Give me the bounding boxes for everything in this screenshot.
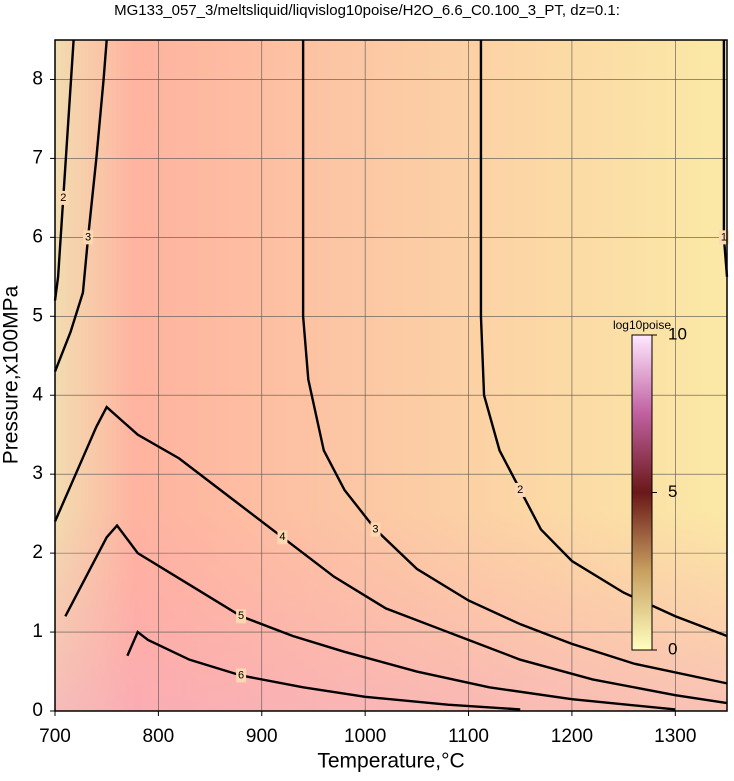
y-tick-label: 2 (32, 542, 43, 563)
contour-label-bg (58, 190, 69, 205)
contour-label: 4 (279, 531, 285, 543)
colorbar-tick-label: 0 (668, 639, 677, 658)
contour-label: 1 (721, 231, 727, 243)
chart-title: MG133_057_3/meltsliquid/liqvislog10poise… (114, 2, 620, 19)
plot-frame (54, 39, 728, 712)
x-tick-label: 800 (143, 726, 175, 747)
y-axis-label: Pressure,x100MPa (0, 285, 23, 464)
contour-line (722, 40, 729, 277)
x-tick-label: 1200 (551, 726, 593, 747)
contour-label-bg (236, 609, 247, 624)
contour-label: 5 (238, 610, 244, 622)
y-tick-label: 0 (32, 700, 43, 721)
y-tick-label: 4 (32, 384, 43, 405)
y-tick-label: 7 (32, 147, 43, 168)
y-tick-label: 6 (32, 226, 43, 247)
x-tick-label: 1300 (654, 726, 696, 747)
contour-label-bg (515, 482, 526, 497)
contour-label-bg (83, 230, 94, 245)
plot-shade (55, 40, 727, 711)
contour-label: 3 (85, 231, 91, 243)
contour-label: 2 (60, 192, 66, 204)
contour-label-bg (718, 230, 729, 245)
x-tick-label: 700 (39, 726, 71, 747)
contour-label-bg (236, 668, 247, 683)
colorbar-tick-label: 5 (668, 482, 677, 501)
contour-label: 6 (238, 669, 244, 681)
contour-label-bg (277, 530, 288, 545)
colorbar-tick-label: 10 (668, 324, 687, 343)
x-tick-label: 1000 (344, 726, 386, 747)
x-tick-label: 900 (246, 726, 278, 747)
y-tick-label: 8 (32, 68, 43, 89)
colorbar-label: log10poise (613, 318, 671, 332)
x-axis-label: Temperature,°C (317, 750, 464, 773)
contour-label: 2 (517, 484, 523, 496)
y-tick-label: 5 (32, 305, 43, 326)
contour-label-bg (370, 522, 381, 537)
colorbar (631, 334, 653, 651)
contour-label: 3 (372, 523, 378, 535)
y-tick-label: 1 (32, 621, 43, 642)
x-tick-label: 1100 (448, 726, 489, 747)
y-tick-label: 3 (32, 463, 43, 484)
